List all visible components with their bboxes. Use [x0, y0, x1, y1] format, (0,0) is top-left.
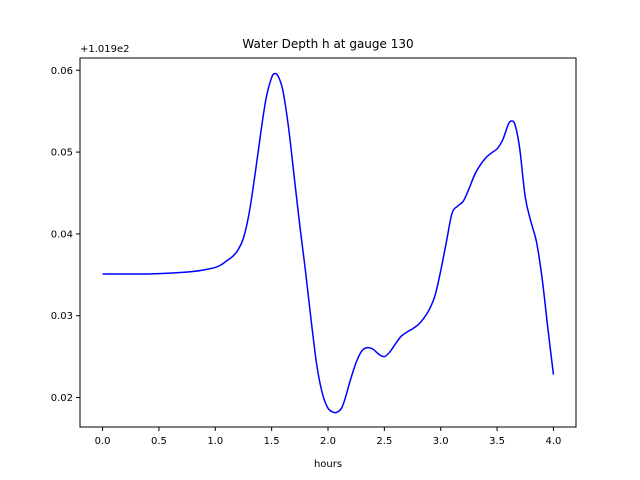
series-line: [102, 72, 555, 414]
x-tick-label: 3.5: [489, 436, 505, 447]
plot-area: 0.0 0.5 1.0 1.5 2.0 2.5 3.0 3.5 4.0 0.02 0.03 0.04…: [51, 57, 577, 447]
x-tick-label: 0.5: [151, 436, 167, 447]
x-axis-ticks: 0.0 0.5 1.0 1.5 2.0 2.5 3.0 3.5 4.0: [95, 427, 562, 447]
x-tick-label: 0.0: [95, 436, 111, 447]
x-tick-label: 3.0: [433, 436, 449, 447]
x-tick-label: 2.5: [376, 436, 392, 447]
y-tick-label: 0.04: [51, 229, 73, 240]
y-tick-label: 0.02: [51, 393, 73, 404]
y-tick-label: 0.03: [51, 311, 73, 322]
y-offset-label: +1.019e2: [80, 44, 130, 55]
x-tick-label: 1.0: [207, 436, 223, 447]
x-tick-label: 2.0: [320, 436, 336, 447]
plot-frame: [79, 57, 577, 428]
chart-title: Water Depth h at gauge 130: [242, 37, 413, 51]
y-tick-label: 0.05: [51, 148, 73, 159]
x-tick-label: 4.0: [546, 436, 562, 447]
y-tick-label: 0.06: [51, 66, 73, 77]
x-tick-label: 1.5: [264, 436, 280, 447]
x-axis-label: hours: [314, 459, 342, 470]
y-axis-ticks: 0.02 0.03 0.04 0.05 0.06: [51, 66, 80, 404]
